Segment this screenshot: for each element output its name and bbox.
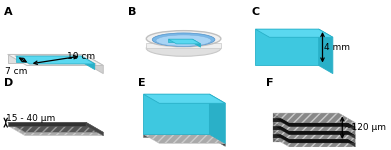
Polygon shape [319, 29, 333, 74]
Polygon shape [15, 56, 96, 64]
Text: C: C [251, 7, 260, 17]
Polygon shape [84, 54, 103, 74]
Polygon shape [273, 134, 339, 138]
Polygon shape [339, 118, 355, 131]
Text: ~120 μm: ~120 μm [344, 123, 386, 132]
Polygon shape [8, 126, 104, 136]
Polygon shape [273, 138, 355, 147]
Polygon shape [273, 134, 355, 143]
Text: A: A [4, 7, 13, 17]
Text: F: F [266, 78, 273, 88]
Polygon shape [86, 122, 104, 136]
Polygon shape [255, 29, 319, 65]
Polygon shape [8, 54, 103, 66]
Polygon shape [339, 114, 355, 127]
Text: B: B [128, 7, 136, 17]
Polygon shape [210, 134, 225, 146]
Polygon shape [273, 122, 355, 131]
Polygon shape [8, 54, 84, 63]
Polygon shape [168, 39, 201, 44]
Polygon shape [273, 126, 355, 135]
Polygon shape [210, 94, 225, 143]
Polygon shape [192, 39, 201, 47]
Ellipse shape [146, 40, 221, 56]
Polygon shape [168, 39, 192, 42]
Polygon shape [81, 56, 95, 70]
Text: 10 cm: 10 cm [67, 52, 95, 61]
Polygon shape [146, 44, 221, 48]
Polygon shape [273, 118, 355, 127]
Polygon shape [143, 134, 210, 137]
Polygon shape [339, 126, 355, 139]
Ellipse shape [152, 33, 215, 46]
Polygon shape [273, 126, 339, 130]
Text: 4 mm: 4 mm [325, 43, 350, 52]
Polygon shape [16, 56, 81, 62]
Polygon shape [143, 134, 225, 143]
Polygon shape [339, 134, 355, 147]
Polygon shape [339, 122, 355, 135]
Polygon shape [339, 130, 355, 143]
Polygon shape [143, 94, 225, 103]
Polygon shape [8, 122, 104, 132]
Text: 7 cm: 7 cm [5, 67, 27, 76]
Polygon shape [273, 114, 355, 123]
Text: D: D [4, 78, 13, 88]
Polygon shape [255, 29, 333, 37]
Text: E: E [138, 78, 145, 88]
Polygon shape [273, 130, 355, 139]
Ellipse shape [156, 35, 211, 46]
Ellipse shape [146, 31, 221, 47]
Polygon shape [273, 122, 339, 126]
Polygon shape [8, 122, 86, 126]
Polygon shape [273, 138, 339, 142]
Polygon shape [339, 138, 355, 150]
Polygon shape [16, 56, 95, 64]
Polygon shape [273, 130, 339, 134]
Text: 15 - 40 μm: 15 - 40 μm [6, 114, 55, 123]
Polygon shape [273, 118, 339, 122]
Polygon shape [273, 114, 339, 118]
Polygon shape [143, 94, 210, 134]
